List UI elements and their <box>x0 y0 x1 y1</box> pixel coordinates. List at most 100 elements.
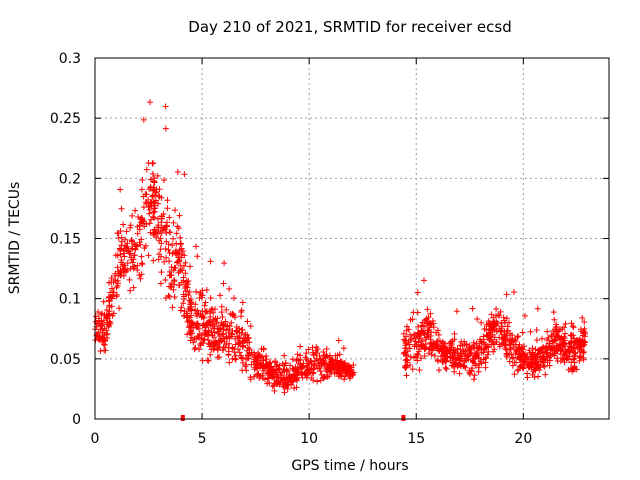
data-point <box>552 337 559 344</box>
data-point <box>193 313 200 320</box>
data-point <box>157 280 164 287</box>
data-point <box>233 328 240 335</box>
data-point <box>116 305 123 312</box>
data-point <box>182 259 189 266</box>
data-point <box>139 216 146 223</box>
data-point <box>188 312 195 319</box>
data-point <box>119 263 126 270</box>
data-point <box>279 360 286 367</box>
data-point <box>194 253 201 260</box>
data-point <box>110 289 117 296</box>
data-point <box>226 340 233 347</box>
data-point <box>473 340 480 347</box>
data-point <box>547 351 554 358</box>
data-point <box>100 341 107 348</box>
data-point <box>169 242 176 249</box>
data-point <box>506 341 513 348</box>
data-point <box>105 311 112 318</box>
data-point <box>452 355 459 362</box>
data-point <box>572 339 579 346</box>
data-point <box>562 320 569 327</box>
data-point <box>196 346 203 353</box>
data-point <box>142 191 149 198</box>
data-point <box>317 377 324 384</box>
data-point <box>179 248 186 255</box>
data-point <box>343 369 350 376</box>
data-point <box>196 330 203 337</box>
data-point <box>253 362 260 369</box>
data-point <box>524 374 531 381</box>
data-point <box>560 341 567 348</box>
data-point <box>184 313 191 320</box>
data-point <box>557 346 564 353</box>
data-point <box>219 331 226 338</box>
data-point <box>154 172 161 179</box>
data-point <box>127 287 134 294</box>
data-point <box>223 327 230 334</box>
data-point <box>498 323 505 330</box>
data-point <box>311 362 317 369</box>
data-point <box>460 348 467 355</box>
data-point <box>231 346 238 353</box>
data-point <box>288 381 295 388</box>
y-tick-label: 0.05 <box>50 352 81 368</box>
data-point <box>160 210 167 217</box>
y-tick-label: 0.15 <box>50 232 81 248</box>
data-point <box>510 289 517 296</box>
data-point <box>185 292 192 299</box>
data-point <box>103 306 110 313</box>
data-point <box>215 330 222 337</box>
data-point <box>493 321 500 328</box>
data-point <box>457 342 464 349</box>
data-point <box>171 207 178 214</box>
data-point <box>244 339 251 346</box>
data-point <box>402 337 409 344</box>
data-point <box>409 316 416 323</box>
data-point <box>534 305 541 312</box>
data-point <box>226 285 233 292</box>
data-point <box>104 315 111 322</box>
data-point <box>182 270 189 277</box>
data-point <box>243 361 250 368</box>
data-point <box>114 264 121 271</box>
data-point <box>99 336 106 343</box>
x-axis-label: GPS time / hours <box>291 458 408 474</box>
data-point <box>194 320 201 327</box>
data-point <box>176 257 183 264</box>
data-point <box>529 355 536 362</box>
data-point <box>469 365 476 372</box>
data-point <box>414 351 421 358</box>
data-point <box>290 365 297 372</box>
data-point <box>187 326 194 333</box>
data-point <box>238 355 245 362</box>
data-point <box>117 186 124 193</box>
data-point <box>402 357 409 364</box>
data-point <box>421 352 428 359</box>
data-point <box>95 320 102 327</box>
data-point <box>444 346 451 353</box>
data-point <box>259 353 266 360</box>
data-point <box>497 308 504 315</box>
data-point <box>507 341 514 348</box>
data-point <box>203 308 210 315</box>
data-point <box>483 321 490 328</box>
data-point <box>485 318 492 325</box>
data-point <box>118 242 125 249</box>
data-point <box>509 332 516 339</box>
data-point <box>219 346 226 353</box>
data-point <box>429 347 436 354</box>
data-point <box>307 366 314 373</box>
data-point <box>467 371 474 378</box>
data-point <box>535 363 542 370</box>
data-point <box>554 328 561 335</box>
data-point <box>548 332 555 339</box>
data-point <box>158 215 165 222</box>
data-point <box>514 367 521 374</box>
data-point <box>218 309 225 316</box>
data-point <box>207 351 214 358</box>
data-point <box>417 341 424 348</box>
data-point <box>216 338 223 345</box>
data-point <box>567 332 574 339</box>
data-point <box>176 282 183 289</box>
